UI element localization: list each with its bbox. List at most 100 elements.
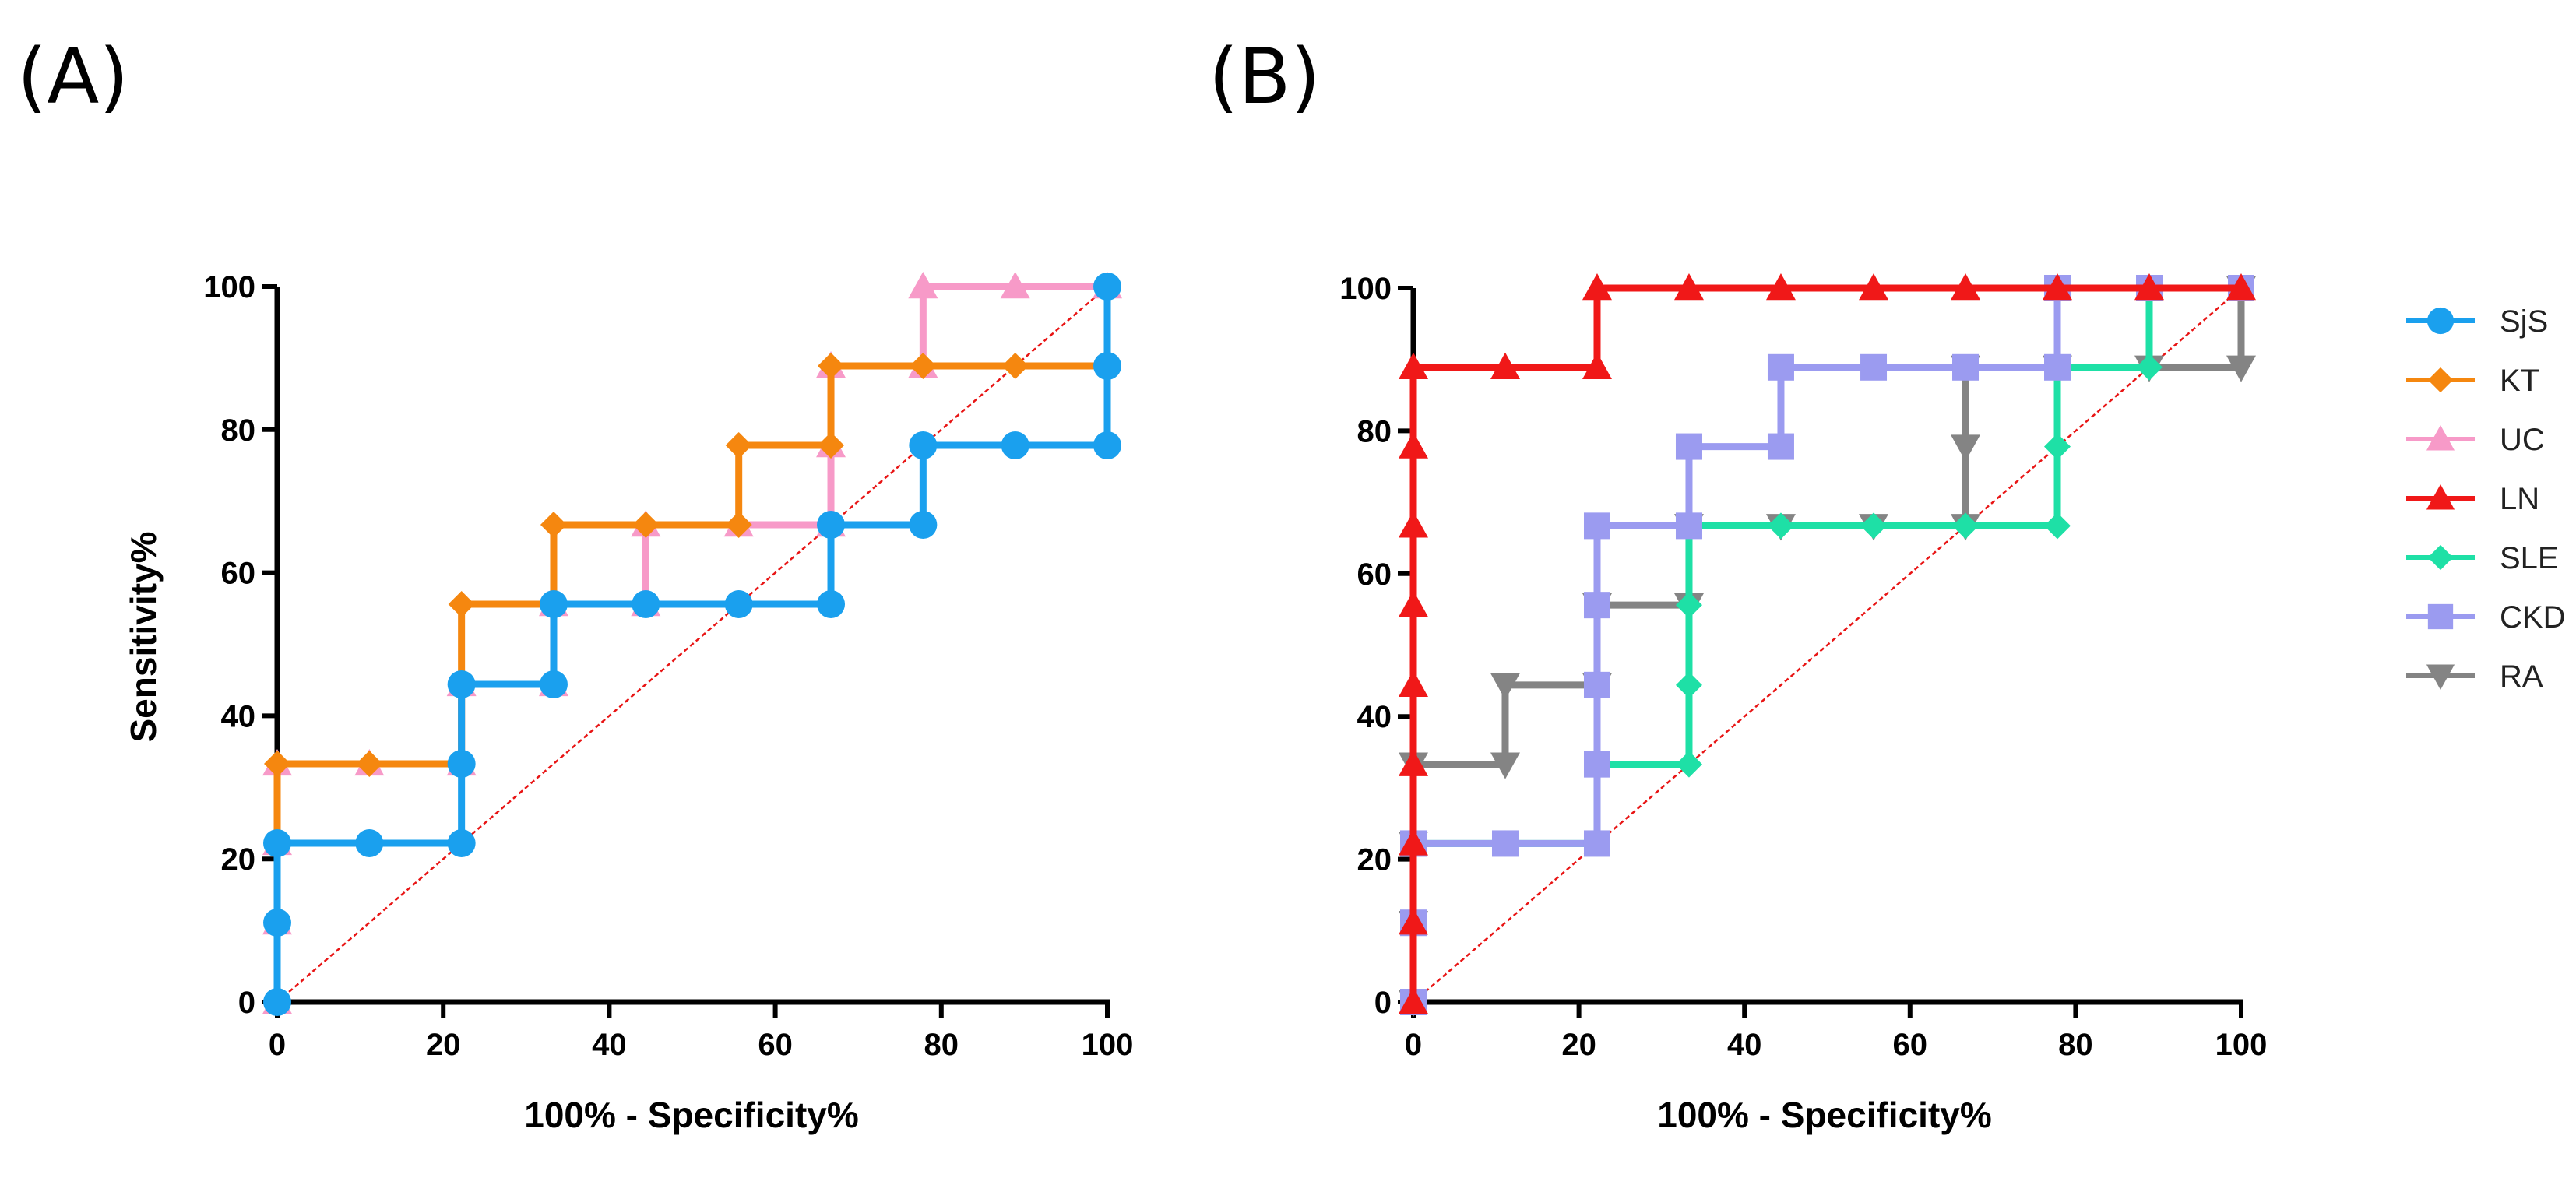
chart-b-point-ra <box>1951 434 1981 462</box>
chart-a-x-tick-label: 20 <box>426 1028 461 1062</box>
chart-b-point-ln <box>1399 431 1428 459</box>
legend-label-sjs: SjS <box>2500 304 2548 339</box>
chart-a-point-sjs <box>817 511 846 540</box>
legend-label-uc: UC <box>2500 423 2545 457</box>
legend-marker-ra <box>2426 664 2455 691</box>
chart-b-point-sle <box>1952 512 1980 540</box>
chart-b-point-ckd <box>1675 433 1702 460</box>
chart-b-point-ra <box>2226 355 2256 382</box>
chart-b-reference-line <box>1413 287 2242 1003</box>
chart-b-point-ckd <box>1767 353 1794 381</box>
chart-a-ylabel: Sensitivity% <box>123 532 164 743</box>
chart-a-xlabel: 100% - Specificity% <box>524 1095 859 1135</box>
legend-label-sle: SLE <box>2500 541 2559 575</box>
chart-a-point-uc <box>908 272 938 299</box>
chart-b-point-ra <box>1490 673 1520 700</box>
legend-label-ln: LN <box>2500 482 2539 516</box>
chart-b-series-ra <box>1399 276 2256 1017</box>
chart-b-point-ln <box>1490 352 1520 379</box>
chart-a-point-sjs <box>724 590 753 619</box>
chart-a-point-sjs <box>1001 431 1029 460</box>
chart-a-point-sjs <box>1093 431 1121 460</box>
chart-b-y-tick-label: 0 <box>1374 986 1392 1020</box>
chart-a-y-tick-label: 80 <box>221 413 256 448</box>
panel-a-label: (A) <box>17 33 129 121</box>
chart-a-x-tick-label: 100 <box>1082 1028 1134 1062</box>
chart-b-y-tick-label: 20 <box>1357 843 1392 877</box>
chart-a-series-sjs <box>263 273 1121 1016</box>
chart-b-series-ln <box>1399 273 2256 1014</box>
chart-a-point-kt <box>540 512 567 539</box>
chart-b-point-ln <box>2134 273 2165 301</box>
chart-b-point-ln <box>1582 352 1612 379</box>
chart-b-point-ckd <box>2044 353 2071 381</box>
chart-a-point-kt <box>632 512 660 539</box>
chart-b-point-ln <box>1399 670 1428 698</box>
chart-b-x-tick-label: 40 <box>1727 1028 1762 1062</box>
chart-a-point-uc <box>1000 272 1030 299</box>
chart-b-point-ln <box>1399 511 1428 538</box>
chart-a-point-kt <box>264 750 290 777</box>
legend-item-kt: KT <box>2406 364 2539 398</box>
chart-b-point-ln <box>1399 987 1428 1014</box>
chart-a-y-tick-label: 0 <box>238 986 255 1020</box>
chart-a-point-sjs <box>447 828 476 857</box>
chart-b-point-ckd <box>1583 512 1610 540</box>
chart-b-x-tick-label: 100 <box>2215 1028 2268 1062</box>
chart-b-x-tick-label: 0 <box>1405 1028 1422 1062</box>
chart-b-point-ckd <box>1860 353 1888 381</box>
chart-b-y-tick-label: 100 <box>1339 272 1392 306</box>
chart-b-point-ln <box>1859 273 1889 301</box>
chart-b-y-tick-label: 40 <box>1357 700 1392 734</box>
chart-a-point-kt <box>448 591 475 618</box>
chart-a-point-sjs <box>263 988 291 1016</box>
chart-b-point-ckd <box>1491 830 1519 857</box>
chart-b-point-sle <box>1767 512 1794 540</box>
chart-b-point-ln <box>1765 273 1796 301</box>
chart-b-y-tick-label: 60 <box>1357 557 1392 592</box>
chart-a-point-kt <box>725 512 752 539</box>
chart-a-point-kt <box>910 353 937 380</box>
chart-a-y-tick-label: 40 <box>221 699 256 733</box>
chart-a-point-sjs <box>447 670 476 698</box>
chart-b-point-ckd <box>1583 592 1610 619</box>
legend-marker-ln <box>2426 484 2455 510</box>
chart-a-point-sjs <box>263 828 291 857</box>
chart-b-point-sle <box>2136 353 2163 381</box>
chart-a-point-sjs <box>539 670 568 698</box>
chart-a-y-tick-label: 100 <box>203 270 255 304</box>
legend-item-uc: UC <box>2406 423 2545 457</box>
chart-a-reference-line <box>276 286 1108 1003</box>
chart-b-point-ckd <box>1583 751 1610 778</box>
chart-b-point-ckd <box>1675 512 1702 540</box>
chart-a-point-sjs <box>632 590 660 619</box>
chart-a-point-kt <box>818 432 845 459</box>
chart-b-point-ckd <box>1583 671 1610 698</box>
chart-a-point-kt <box>1001 353 1029 380</box>
chart-a-point-sjs <box>1093 273 1121 301</box>
chart-b-point-ln <box>2043 273 2073 301</box>
chart-a-point-kt <box>725 432 752 459</box>
chart-b-point-ln <box>1399 828 1428 856</box>
chart-b-point-ckd <box>1952 353 1980 381</box>
chart-a-x-tick-label: 40 <box>592 1028 627 1062</box>
legend-marker-ckd <box>2427 603 2454 630</box>
chart-a-point-sjs <box>539 590 568 619</box>
chart-b-point-ln <box>1582 273 1612 301</box>
chart-b-x-tick-label: 80 <box>2058 1028 2093 1062</box>
chart-b-point-ln <box>1399 749 1428 776</box>
chart-b-xlabel: 100% - Specificity% <box>1657 1095 1992 1135</box>
chart-b-point-sle <box>1860 512 1888 540</box>
legend-marker-sle <box>2427 544 2454 571</box>
chart-b-point-sle <box>1675 751 1702 778</box>
chart-a-point-kt <box>356 750 383 777</box>
chart-b-point-sle <box>2044 433 2071 460</box>
chart-b: 0 20 40 60 80 100 0 20 40 60 80 100 <box>1339 272 2267 1062</box>
legend-marker-kt <box>2427 367 2454 393</box>
chart-b-point-ln <box>1399 590 1428 617</box>
chart-b-x-tick-label: 20 <box>1561 1028 1596 1062</box>
legend-item-sle: SLE <box>2406 541 2559 575</box>
legend-item-ckd: CKD <box>2406 600 2565 635</box>
legend-marker-sjs <box>2426 307 2455 335</box>
chart-a-point-sjs <box>817 590 846 619</box>
